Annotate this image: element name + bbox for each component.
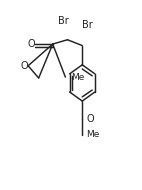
Text: Br: Br [82, 20, 93, 30]
Text: Br: Br [58, 16, 69, 26]
Text: O: O [86, 114, 94, 124]
Text: Me: Me [86, 131, 100, 139]
Text: O: O [27, 39, 35, 49]
Text: Me: Me [71, 73, 84, 82]
Text: O: O [20, 61, 28, 71]
